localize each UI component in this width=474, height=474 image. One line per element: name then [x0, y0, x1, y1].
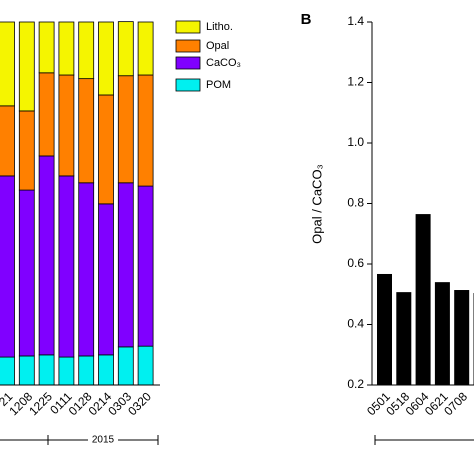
legend-label: Litho.: [206, 21, 233, 33]
bar-segment: [117, 182, 134, 348]
bar-segment: [137, 345, 154, 386]
bar-segment: [38, 155, 55, 356]
bar-segment: [117, 21, 134, 77]
y-axis-label: Opal / CaCO₃: [309, 164, 324, 244]
group-label: 2015: [92, 435, 115, 446]
bar-segment: [0, 105, 15, 177]
x-tick-label: 0320: [125, 389, 154, 418]
bar-segment: [18, 189, 35, 357]
y-tick-label: 0.8: [347, 196, 364, 210]
bar-segment: [117, 75, 134, 184]
bar-segment: [0, 356, 15, 386]
bar-segment: [58, 74, 75, 177]
legend-label: CaCO₃: [206, 57, 241, 69]
y-tick-label: 1.4: [347, 14, 364, 28]
x-tick-label: 0708: [441, 389, 470, 418]
bar-segment: [78, 78, 95, 184]
bar-segment: [98, 94, 114, 205]
legend-label: POM: [206, 79, 231, 91]
bar: [415, 214, 431, 385]
bar-segment: [38, 72, 55, 157]
y-tick-label: 1.0: [347, 135, 364, 149]
y-tick-label: 0.4: [347, 317, 364, 331]
bar-segment: [58, 175, 75, 358]
bar-segment: [38, 354, 55, 386]
bar-segment: [18, 110, 35, 191]
bar-segment: [137, 74, 154, 187]
bar-segment: [98, 354, 114, 386]
bar-segment: [98, 21, 114, 96]
y-tick-label: 0.6: [347, 256, 364, 270]
bar: [396, 292, 412, 385]
bar-segment: [58, 21, 75, 76]
bar-segment: [0, 21, 15, 107]
legend-swatch: [175, 78, 201, 92]
bar-segment: [78, 182, 95, 357]
legend-swatch: [175, 39, 201, 53]
bar-segment: [58, 356, 75, 386]
legend-label: Opal: [206, 40, 229, 52]
bar-segment: [0, 175, 15, 358]
bar-segment: [137, 21, 154, 76]
bar-segment: [137, 185, 154, 347]
bar: [434, 282, 450, 385]
legend-swatch: [175, 56, 201, 70]
bar-segment: [117, 346, 134, 386]
bar-segment: [18, 21, 35, 112]
y-tick-label: 1.2: [347, 75, 364, 89]
panel-label: B: [301, 11, 312, 28]
bar-segment: [98, 203, 114, 356]
bar-segment: [38, 21, 55, 74]
bar: [454, 290, 470, 385]
legend-swatch: [175, 20, 201, 34]
bar-segment: [78, 355, 95, 386]
bar-segment: [78, 21, 95, 80]
y-tick-label: 0.2: [347, 377, 364, 391]
bar: [377, 273, 392, 385]
bar-segment: [18, 355, 35, 386]
